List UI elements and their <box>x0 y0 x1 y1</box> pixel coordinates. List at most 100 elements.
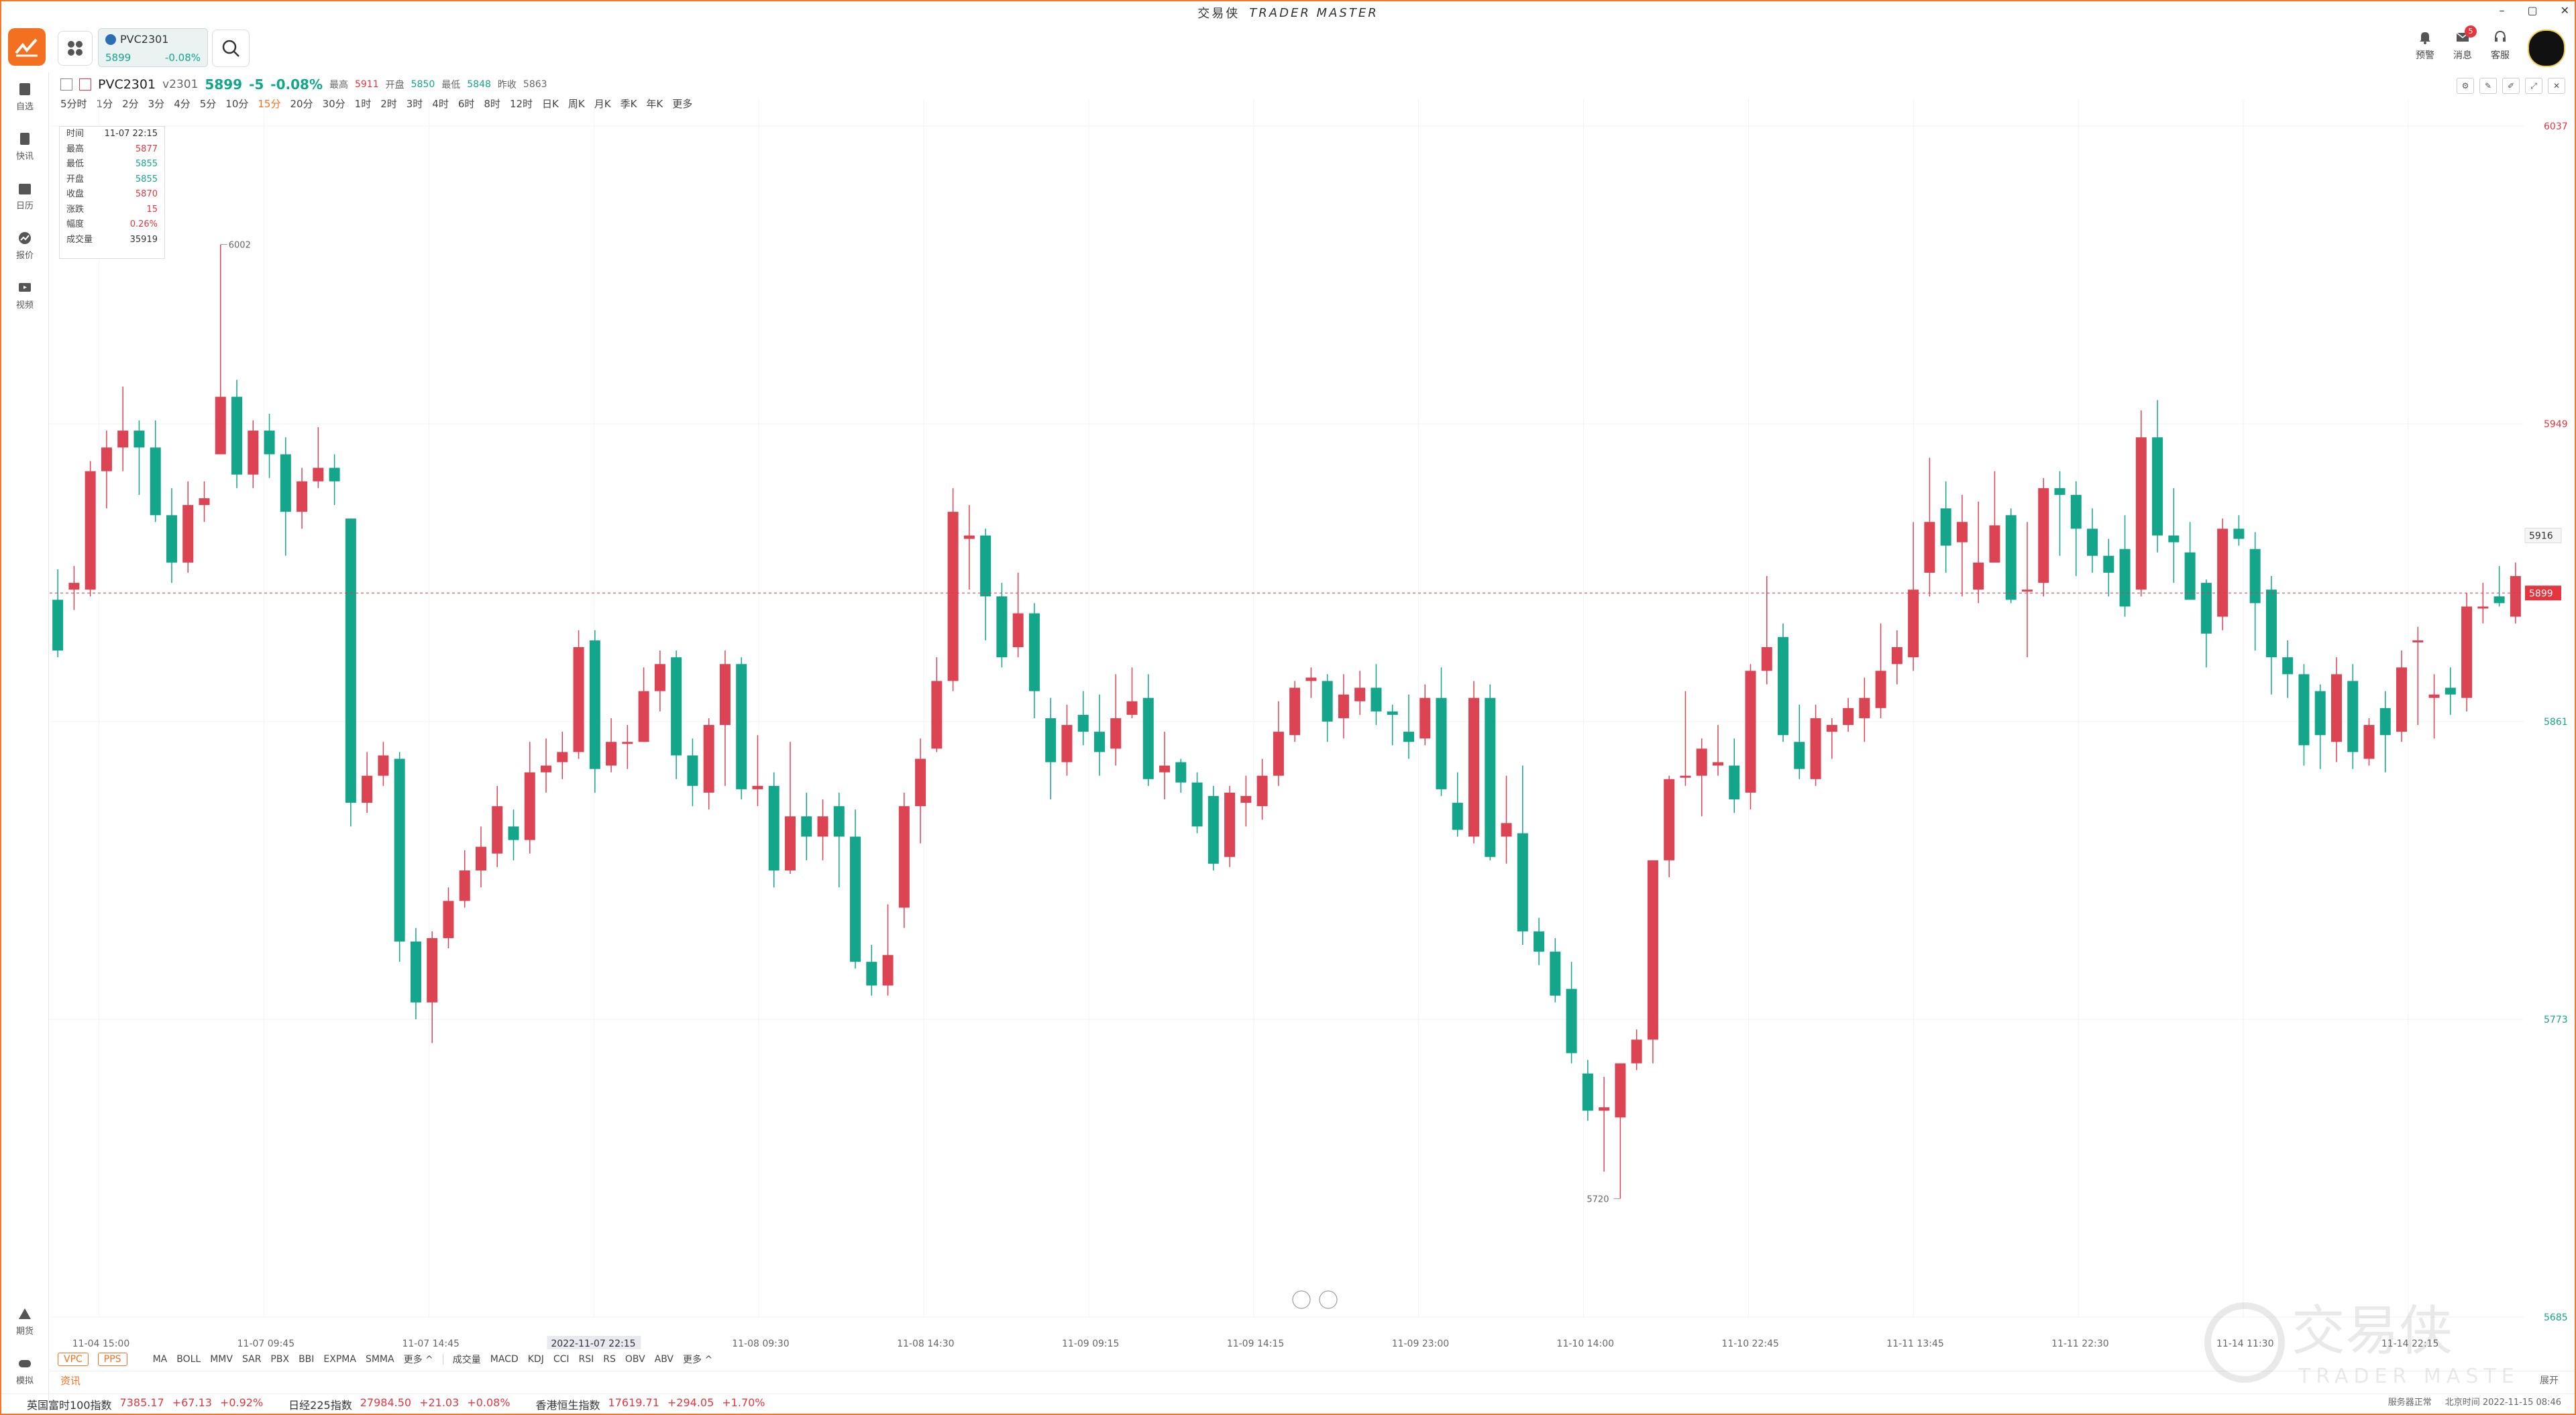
server-status: 服务器正常 <box>2387 1398 2432 1408</box>
overlay-indicator[interactable]: BBI <box>299 1354 315 1365</box>
apps-grid-button[interactable] <box>58 31 93 66</box>
timeframe-4[interactable]: 4分 <box>174 98 191 110</box>
scroll-left-button <box>1292 1290 1311 1309</box>
tooltip-row: 幅度 0.26% <box>60 217 164 233</box>
tooltip-key: 最低 <box>66 159 85 169</box>
app-logo[interactable] <box>8 28 46 66</box>
timeframe-17[interactable]: 日K <box>542 98 559 110</box>
search-button[interactable] <box>212 30 250 67</box>
timeframe-16[interactable]: 12时 <box>509 98 533 110</box>
timeframe-8[interactable]: 20分 <box>290 98 313 110</box>
sub-indicator[interactable]: RS <box>603 1354 616 1365</box>
layout-icon[interactable] <box>60 78 72 91</box>
overlay-indicator[interactable]: MA <box>152 1354 168 1365</box>
candle-body <box>2249 549 2261 604</box>
tooltip-value: 5870 <box>135 189 158 199</box>
timeframe-1[interactable]: 1分 <box>96 98 113 110</box>
timeframe-20[interactable]: 季K <box>620 98 637 110</box>
instrument-code[interactable]: v2301 <box>162 78 199 91</box>
sub-indicator[interactable]: KDJ <box>527 1354 544 1365</box>
timeframe-11[interactable]: 2时 <box>380 98 397 110</box>
timeframe-15[interactable]: 8时 <box>484 98 500 110</box>
sidebar-item-video[interactable]: 视频 <box>1 280 48 310</box>
main-indicator-tag[interactable]: PPS <box>97 1353 127 1366</box>
sub-indicator[interactable]: 成交量 <box>452 1355 481 1365</box>
news-expand-button[interactable]: 展开 <box>2540 1375 2559 1386</box>
main-indicator-tag[interactable]: VPC <box>58 1353 89 1366</box>
candle-body <box>1142 697 1154 779</box>
timeframe-0[interactable]: 5分时 <box>60 98 87 110</box>
sub-indicator[interactable]: ABV <box>654 1354 674 1365</box>
sidebar-item-simulation[interactable]: 模拟 <box>1 1356 48 1386</box>
timeframe-14[interactable]: 6时 <box>458 98 475 110</box>
sub-indicator[interactable]: MACD <box>490 1354 519 1365</box>
sub-indicator[interactable]: CCI <box>553 1354 570 1365</box>
tooltip-value: 5877 <box>135 144 158 154</box>
overlay-indicator[interactable]: EXPMA <box>323 1354 356 1365</box>
sidebar-item-watchlist[interactable]: 自选 <box>1 82 48 112</box>
messages-button[interactable]: 5 消息 <box>2453 25 2477 62</box>
sidebar-item-calendar[interactable]: 日历 <box>1 181 48 211</box>
news-tab[interactable]: 资讯 <box>60 1375 81 1387</box>
close-button[interactable]: ✕ <box>2560 4 2569 17</box>
tooltip-row: 涨跌 15 <box>60 203 164 218</box>
candle-body <box>2070 494 2082 529</box>
overlay-indicator[interactable]: SMMA <box>365 1354 394 1365</box>
expand-icon[interactable]: ⤢ <box>2525 78 2542 94</box>
ticker-item[interactable]: 英国富时100指数 7385.17 +67.13 +0.92% <box>27 1396 263 1412</box>
candle-body <box>2510 576 2521 617</box>
overlay-indicator[interactable]: 更多 ^ <box>403 1355 433 1365</box>
timeframe-13[interactable]: 4时 <box>432 98 449 110</box>
ticker-item[interactable]: 香港恒生指数 17619.71 +294.05 +1.70% <box>536 1396 765 1412</box>
chart-type-icon[interactable] <box>79 78 91 91</box>
overlay-indicator[interactable]: PBX <box>270 1354 290 1365</box>
sidebar-item-label: 快讯 <box>15 152 34 162</box>
sub-indicator[interactable]: 更多 ^ <box>683 1355 713 1365</box>
sidebar-item-quotes[interactable]: 报价 <box>1 231 48 261</box>
draw-icon[interactable]: ✎ <box>2479 78 2497 94</box>
timeframe-21[interactable]: 年K <box>646 98 663 110</box>
timeframe-9[interactable]: 30分 <box>322 98 345 110</box>
candle-body <box>589 640 600 769</box>
candle-body <box>638 691 649 742</box>
sub-indicator[interactable]: OBV <box>625 1354 645 1365</box>
overlay-indicator[interactable]: MMV <box>210 1354 233 1365</box>
support-button[interactable]: 客服 <box>2490 30 2510 62</box>
candle-body <box>1387 711 1398 715</box>
candle-body <box>2265 589 2277 658</box>
candle-body <box>2445 687 2456 695</box>
candle-body <box>1468 697 1480 837</box>
timeframe-6[interactable]: 10分 <box>225 98 249 110</box>
sidebar-item-news[interactable]: 快讯 <box>1 131 48 162</box>
timeframe-2[interactable]: 2分 <box>122 98 139 110</box>
calendar-icon <box>19 184 31 194</box>
timeframe-10[interactable]: 1时 <box>354 98 372 110</box>
candle-body <box>1729 765 1740 800</box>
overlay-indicator[interactable]: BOLL <box>176 1354 201 1365</box>
window-title: 交易侠 TRADER MASTER <box>1 1 2575 24</box>
x-tick-label: 11-08 14:30 <box>897 1339 954 1349</box>
timeframe-18[interactable]: 周K <box>568 98 585 110</box>
tooltip-row: 成交量 35919 <box>60 233 164 248</box>
minimize-button[interactable]: – <box>2499 4 2505 17</box>
alert-button[interactable]: 预警 <box>2415 30 2435 62</box>
candlestick-chart[interactable]: 6037 5949 5916 5899 5861 5773 5685 11-04 15:00 1… <box>50 72 2575 1349</box>
candle-body <box>182 505 194 563</box>
close-chart-icon[interactable]: ✕ <box>2548 78 2565 94</box>
timeframe-3[interactable]: 3分 <box>148 98 165 110</box>
timeframe-12[interactable]: 3时 <box>406 98 423 110</box>
sub-indicator[interactable]: RSI <box>578 1354 594 1365</box>
overlay-indicator[interactable]: SAR <box>241 1354 262 1365</box>
timeframe-5[interactable]: 5分 <box>199 98 217 110</box>
maximize-button[interactable]: ▢ <box>2527 4 2538 17</box>
user-avatar[interactable] <box>2528 30 2565 67</box>
timeframe-19[interactable]: 月K <box>594 98 611 110</box>
crosshair-time-tag <box>547 1336 641 1349</box>
timeframe-22[interactable]: 更多 <box>672 98 693 110</box>
timeframe-7[interactable]: 15分 <box>258 98 281 110</box>
settings-icon[interactable]: ⚙ <box>2457 78 2474 94</box>
pen-icon[interactable]: ✐ <box>2502 78 2520 94</box>
ticker-item[interactable]: 日经225指数 27984.50 +21.03 +0.08% <box>288 1396 510 1412</box>
sidebar-item-futures[interactable]: 期货 <box>1 1306 48 1337</box>
watch-quote-card[interactable]: PVC2301 5899 -0.08% <box>98 28 208 67</box>
